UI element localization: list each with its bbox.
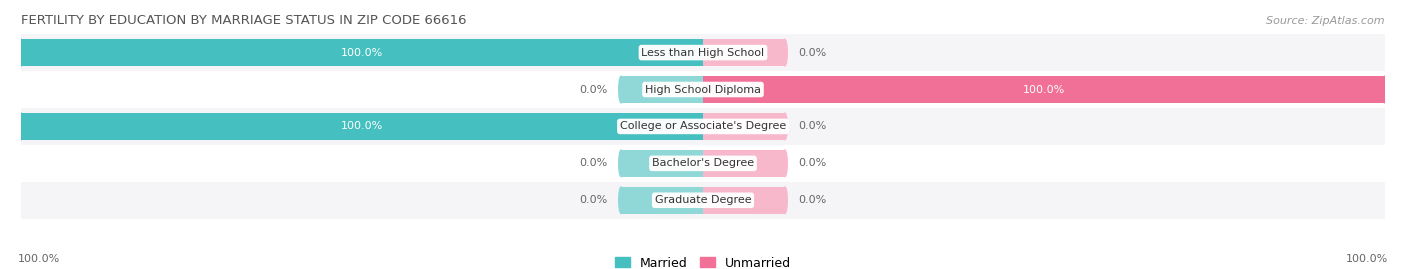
Text: 100.0%: 100.0% — [1022, 84, 1066, 94]
Bar — [21, 182, 1385, 219]
Circle shape — [782, 113, 787, 140]
Bar — [21, 108, 1385, 145]
Circle shape — [1382, 76, 1388, 103]
Bar — [21, 71, 1385, 108]
Text: High School Diploma: High School Diploma — [645, 84, 761, 94]
Bar — [703, 39, 785, 66]
Bar — [621, 150, 703, 177]
Bar — [621, 76, 703, 103]
Text: 0.0%: 0.0% — [799, 195, 827, 205]
Bar — [703, 150, 785, 177]
Text: 100.0%: 100.0% — [18, 254, 60, 264]
Text: Graduate Degree: Graduate Degree — [655, 195, 751, 205]
Text: Bachelor's Degree: Bachelor's Degree — [652, 158, 754, 168]
Circle shape — [619, 76, 624, 103]
Text: 0.0%: 0.0% — [579, 195, 607, 205]
Circle shape — [782, 187, 787, 214]
Text: 100.0%: 100.0% — [340, 121, 384, 132]
Bar — [21, 113, 703, 140]
Text: 0.0%: 0.0% — [799, 158, 827, 168]
Circle shape — [619, 187, 624, 214]
Bar — [703, 187, 785, 214]
Bar — [21, 39, 703, 66]
Legend: Married, Unmarried: Married, Unmarried — [610, 252, 796, 269]
Circle shape — [782, 39, 787, 66]
Text: 0.0%: 0.0% — [579, 84, 607, 94]
Text: 0.0%: 0.0% — [799, 121, 827, 132]
Bar — [703, 76, 1385, 103]
Circle shape — [782, 150, 787, 177]
Bar — [21, 145, 1385, 182]
Text: Less than High School: Less than High School — [641, 48, 765, 58]
Text: 100.0%: 100.0% — [1346, 254, 1388, 264]
Text: 0.0%: 0.0% — [799, 48, 827, 58]
Bar — [703, 113, 785, 140]
Text: 0.0%: 0.0% — [579, 158, 607, 168]
Text: FERTILITY BY EDUCATION BY MARRIAGE STATUS IN ZIP CODE 66616: FERTILITY BY EDUCATION BY MARRIAGE STATU… — [21, 14, 467, 27]
Circle shape — [18, 39, 24, 66]
Text: 100.0%: 100.0% — [340, 48, 384, 58]
Circle shape — [619, 150, 624, 177]
Bar — [21, 34, 1385, 71]
Text: College or Associate's Degree: College or Associate's Degree — [620, 121, 786, 132]
Bar — [621, 187, 703, 214]
Circle shape — [18, 113, 24, 140]
Text: Source: ZipAtlas.com: Source: ZipAtlas.com — [1267, 16, 1385, 26]
